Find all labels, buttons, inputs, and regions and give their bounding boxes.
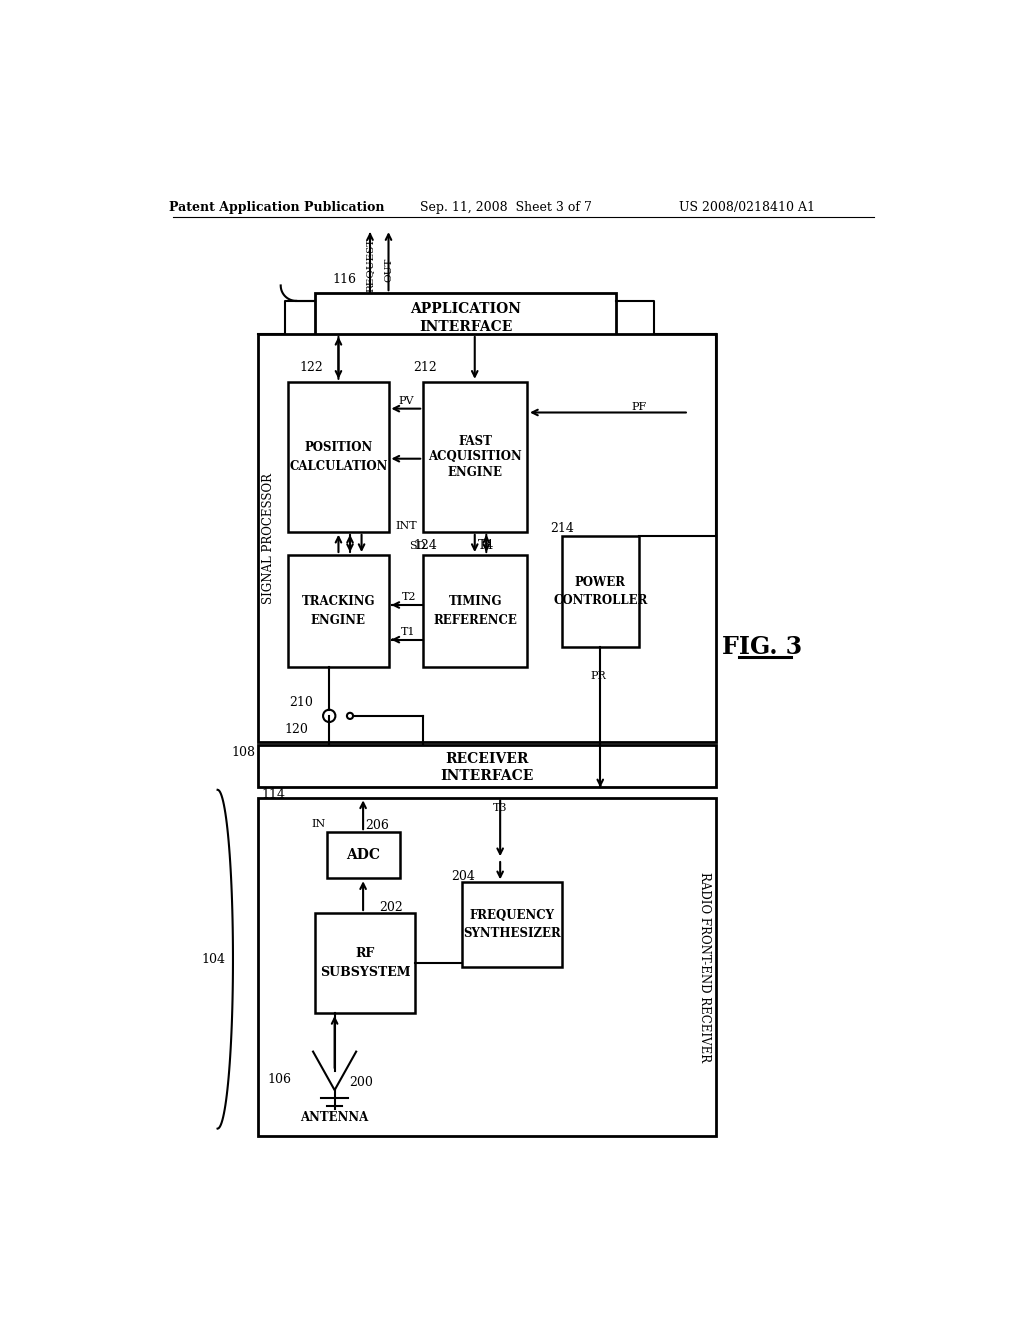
Text: RADIO FRONT-END RECEIVER: RADIO FRONT-END RECEIVER	[698, 871, 712, 1063]
Bar	[462, 882, 562, 966]
Text: FREQUENCY: FREQUENCY	[469, 908, 554, 921]
Text: APPLICATION: APPLICATION	[410, 301, 521, 315]
Text: 106: 106	[267, 1073, 291, 1086]
Text: INTERFACE: INTERFACE	[419, 319, 512, 334]
Text: RF: RF	[355, 948, 375, 961]
Text: PV: PV	[398, 396, 414, 407]
Text: US 2008/0218410 A1: US 2008/0218410 A1	[679, 201, 814, 214]
Text: POSITION: POSITION	[304, 441, 373, 454]
Bar	[258, 334, 716, 742]
Bar	[315, 293, 615, 341]
Text: 204: 204	[452, 870, 475, 883]
Text: 206: 206	[365, 820, 389, 833]
Text: OUT: OUT	[384, 257, 393, 282]
Text: SD: SD	[410, 541, 426, 550]
Text: Sep. 11, 2008  Sheet 3 of 7: Sep. 11, 2008 Sheet 3 of 7	[420, 201, 592, 214]
Text: SYNTHESIZER: SYNTHESIZER	[463, 927, 560, 940]
Text: RECEIVER: RECEIVER	[445, 751, 528, 766]
Text: INTERFACE: INTERFACE	[440, 768, 534, 783]
Text: 210: 210	[290, 696, 313, 709]
Text: Patent Application Publication: Patent Application Publication	[169, 201, 385, 214]
Text: IN: IN	[311, 820, 326, 829]
Text: 202: 202	[379, 902, 402, 915]
Text: 114: 114	[261, 788, 285, 801]
Text: T4: T4	[478, 539, 495, 552]
Text: PR: PR	[591, 671, 606, 681]
Text: 200: 200	[349, 1076, 374, 1089]
Text: SIGNAL PROCESSOR: SIGNAL PROCESSOR	[262, 473, 274, 603]
Text: REQUEST: REQUEST	[366, 238, 375, 292]
Text: FIG. 3: FIG. 3	[722, 635, 802, 660]
Text: INT: INT	[395, 521, 417, 532]
Text: T1: T1	[400, 627, 415, 638]
Text: REFERENCE: REFERENCE	[433, 614, 517, 627]
Text: CONTROLLER: CONTROLLER	[553, 594, 647, 607]
Text: ANTENNA: ANTENNA	[300, 1110, 369, 1123]
Text: 122: 122	[300, 362, 324, 375]
Text: 212: 212	[413, 362, 436, 375]
Bar	[562, 536, 639, 647]
Text: 124: 124	[414, 539, 437, 552]
Text: 214: 214	[550, 521, 573, 535]
Text: ADC: ADC	[346, 849, 381, 862]
Text: ACQUISITION: ACQUISITION	[428, 450, 522, 463]
Text: SUBSYSTEM: SUBSYSTEM	[321, 966, 411, 979]
Text: T3: T3	[493, 804, 508, 813]
Bar	[289, 381, 388, 532]
Text: 108: 108	[231, 746, 256, 759]
Text: 120: 120	[285, 723, 308, 737]
Bar	[289, 554, 388, 667]
Text: CALCULATION: CALCULATION	[289, 459, 388, 473]
Text: FAST: FAST	[458, 434, 493, 447]
Bar	[423, 381, 527, 532]
Text: ENGINE: ENGINE	[311, 614, 366, 627]
Text: 104: 104	[202, 953, 225, 966]
Bar	[315, 913, 416, 1014]
Text: 116: 116	[333, 273, 356, 286]
Bar	[258, 744, 716, 788]
Text: POWER: POWER	[574, 576, 626, 589]
Text: T2: T2	[402, 593, 417, 602]
Bar	[423, 554, 527, 667]
Bar	[258, 797, 716, 1137]
Text: PF: PF	[631, 403, 646, 412]
Text: TRACKING: TRACKING	[302, 595, 375, 609]
Bar	[327, 832, 400, 878]
Text: TIMING: TIMING	[449, 595, 502, 609]
Text: ENGINE: ENGINE	[447, 466, 503, 479]
